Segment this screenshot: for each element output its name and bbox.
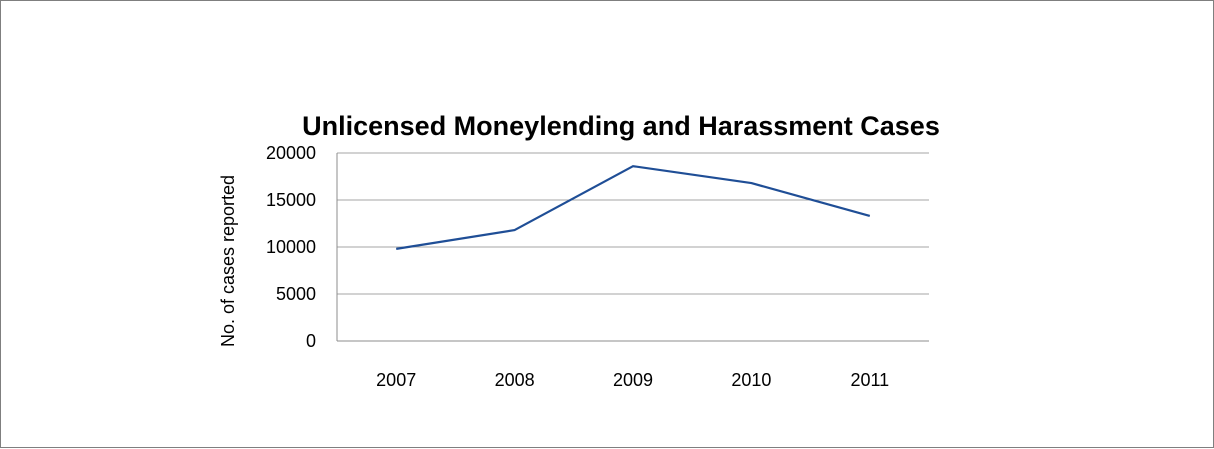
- gridlines: [337, 153, 929, 341]
- x-tick-label: 2009: [613, 370, 653, 390]
- series-line: [396, 166, 870, 249]
- y-tick-label: 0: [306, 331, 316, 351]
- x-tick-labels: 2007 2008 2009 2010 2011: [376, 370, 889, 390]
- chart-title: Unlicensed Moneylending and Harassment C…: [302, 111, 940, 141]
- x-tick-label: 2010: [731, 370, 771, 390]
- x-tick-label: 2007: [376, 370, 416, 390]
- y-tick-label: 20000: [266, 143, 316, 163]
- y-tick-label: 15000: [266, 190, 316, 210]
- y-tick-labels: 0 5000 10000 15000 20000: [266, 143, 316, 351]
- x-tick-label: 2008: [495, 370, 535, 390]
- series-layer: [396, 166, 870, 249]
- y-tick-label: 10000: [266, 237, 316, 257]
- y-tick-label: 5000: [276, 284, 316, 304]
- y-axis-label: No. of cases reported: [218, 175, 238, 347]
- x-tick-label: 2011: [850, 370, 889, 390]
